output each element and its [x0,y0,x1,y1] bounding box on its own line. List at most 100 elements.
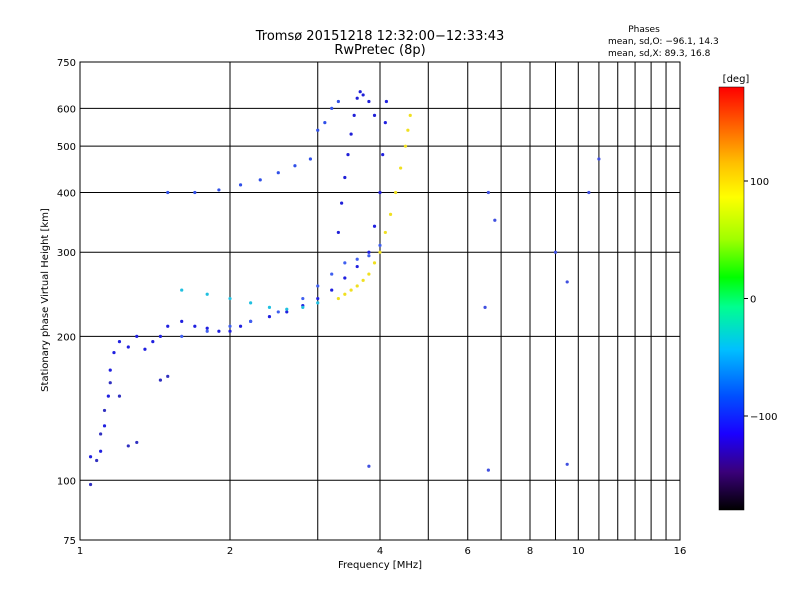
echo-point [166,324,170,328]
echo-point [238,183,243,187]
echo-point [108,381,112,385]
echo-point [378,243,382,248]
echo-point [383,121,387,125]
echo-point [565,462,569,466]
echo-point [323,121,327,125]
echo-point [276,171,280,175]
echo-point [112,350,116,355]
echo-point [126,444,130,448]
echo-point [352,113,356,117]
echo-point [205,326,209,330]
echo-point [403,144,408,148]
echo-point [343,261,347,265]
echo-point [343,292,347,296]
echo-point [367,464,371,468]
echo-point [330,272,334,276]
x-tick-label: 1 [77,546,83,557]
echo-point [349,288,353,292]
phase-stats-heading: Phases [628,25,660,35]
echo-point [343,175,347,180]
echo-point [399,166,403,170]
data-points [88,90,601,487]
echo-point [394,190,398,195]
echo-point [384,99,388,104]
echo-point [316,296,320,301]
echo-point [597,157,601,161]
x-tick-label: 10 [572,546,585,557]
echo-point [308,157,313,161]
echo-point [378,190,382,195]
echo-point [355,264,359,269]
echo-point [355,257,359,261]
y-tick-label: 75 [63,536,76,547]
echo-point [258,178,262,182]
echo-point [95,458,99,463]
echo-point [228,324,232,328]
echo-point [249,319,253,323]
echo-point [408,113,412,117]
echo-point [406,128,410,132]
echo-point [293,164,297,168]
echo-point [493,218,497,222]
chart-subtitle: RwPretec (8p) [334,43,425,58]
echo-point [367,99,371,104]
echo-point [372,224,377,228]
echo-point [483,305,487,309]
echo-point [166,374,170,378]
echo-point [166,190,170,195]
echo-point [349,132,353,136]
echo-point [267,315,272,319]
x-tick-label: 2 [227,546,233,557]
echo-point [99,432,103,436]
echo-point [180,288,184,292]
echo-point [381,153,385,157]
colorbar: [deg] 100 0 −100 [718,74,777,511]
echo-point [361,278,365,282]
phase-stats: Phases mean, sd,O: −96.1, 14.3 mean, sd,… [608,25,719,59]
echo-point [108,368,112,372]
colorbar-tick-label: −100 [750,412,777,423]
echo-point [301,296,305,301]
echo-point [205,292,209,296]
echo-point [102,424,107,428]
colorbar-ticks: 100 0 −100 [744,177,777,423]
y-axis-label: Stationary phase Virtual Height [km] [40,208,51,392]
colorbar-gradient [718,86,745,511]
echo-point [587,190,591,195]
echo-point [343,276,347,280]
echo-point [565,280,569,284]
echo-point [238,324,243,328]
echo-point [135,334,139,338]
colorbar-tick-label: 0 [750,295,756,306]
echo-point [285,307,289,311]
echo-point [102,408,107,413]
echo-point [151,340,155,344]
x-tick-label: 6 [465,546,471,557]
echo-point [316,301,320,305]
y-tick-label: 100 [57,476,76,487]
x-tick-label: 4 [377,546,383,557]
colorbar-tick-label: 100 [750,177,769,188]
echo-point [372,261,377,265]
y-tick-labels: 75 100 200 300 400 500 600 750 [57,58,76,547]
echo-point [158,334,163,338]
echo-point [378,250,382,254]
echo-point [367,272,371,276]
echo-point [126,345,130,349]
echo-point [228,296,232,301]
echo-point [383,230,387,235]
x-tick-labels: 1 2 4 6 8 10 16 [77,546,687,557]
echo-point [367,254,371,258]
echo-point [355,284,359,288]
echo-point [336,230,340,235]
echo-point [205,329,209,333]
echo-point [336,296,340,301]
echo-point [355,96,359,100]
echo-point [276,310,280,314]
echo-point [249,301,253,305]
echo-point [217,188,221,192]
echo-point [217,329,221,333]
echo-point [340,201,344,205]
echo-point [336,99,340,104]
